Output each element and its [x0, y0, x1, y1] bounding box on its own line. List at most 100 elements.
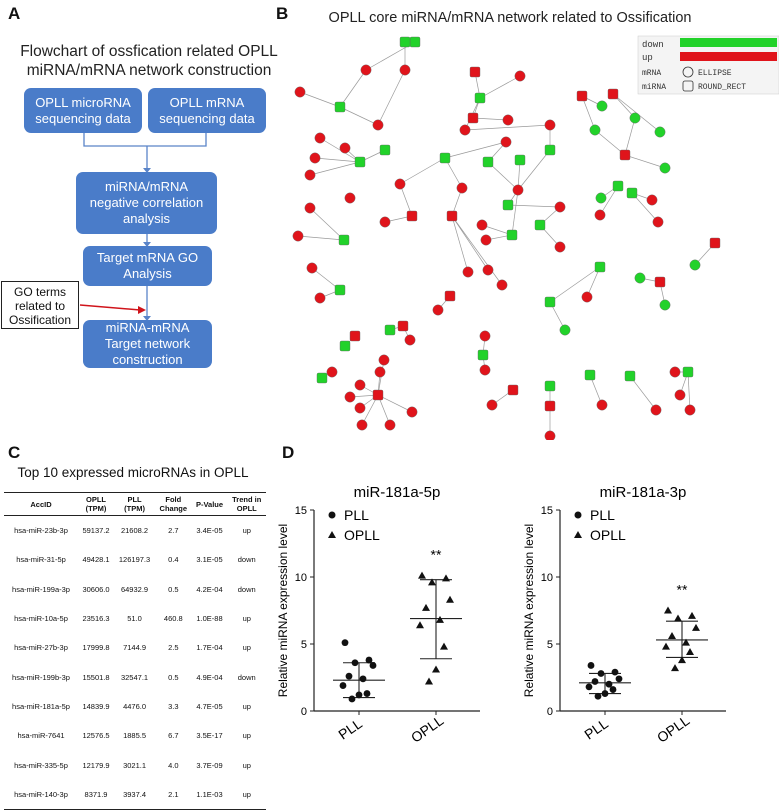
- network-mirna-node: [399, 36, 411, 48]
- y-tick-label: 5: [301, 639, 307, 651]
- network-edge: [339, 106, 379, 126]
- table-header-cell: P-Value: [191, 492, 228, 516]
- network-mirna-node: [379, 144, 391, 156]
- network-mirna-node: [612, 180, 624, 192]
- data-point: [348, 695, 356, 703]
- network-edge: [549, 266, 601, 303]
- table-cell: 0.5: [168, 672, 179, 682]
- data-point: [594, 692, 602, 700]
- network-mrna-node: [344, 391, 356, 403]
- table-cell: hsa-miR-140-3p: [4, 779, 79, 810]
- data-point: [432, 665, 440, 673]
- table-cell: down: [237, 555, 256, 565]
- network-mrna-node: [596, 399, 608, 411]
- network-mrna-node: [486, 399, 498, 411]
- table-row: hsa-miR-31-5p 49428.1 126197.3 0.4 3.1E-05 do…: [4, 545, 266, 574]
- network-edge: [399, 157, 446, 185]
- network-mirna-node: [316, 372, 328, 384]
- network-mrna-node: [432, 304, 444, 316]
- table-cell: hsa-miR-199b-3p: [12, 672, 70, 682]
- network-edge: [687, 371, 691, 411]
- table-cell: 3.7E-09: [196, 760, 223, 770]
- network-edge: [629, 375, 657, 411]
- network-mrna-node: [514, 70, 526, 82]
- table-row: hsa-miR-7641 12576.5 1885.5 6.7 3.5E-17 up: [4, 721, 266, 750]
- network-mrna-node: [554, 201, 566, 213]
- network-mirna-node: [594, 261, 606, 273]
- data-point: [615, 675, 623, 683]
- table-cell: 4.2E-04: [196, 584, 223, 594]
- x-category-label: PLL: [335, 715, 365, 743]
- network-mrna-node: [379, 216, 391, 228]
- table-cell: 7144.9: [123, 643, 147, 653]
- network-mrna-node: [304, 202, 316, 214]
- significance-marker: **: [677, 582, 688, 598]
- network-mirna-node: [584, 369, 596, 381]
- network-mrna-node: [306, 262, 318, 274]
- network-edge: [479, 75, 521, 99]
- table-header-cell: Fold Change: [155, 492, 192, 516]
- network-mirna-node: [339, 340, 351, 352]
- table-cell: down: [237, 672, 256, 682]
- network-edge: [624, 154, 666, 169]
- network-mirna-node: [439, 152, 451, 164]
- network-mrna-node: [309, 152, 321, 164]
- network-mirna-node: [349, 330, 361, 342]
- table-row: hsa-miR-181a-5p 14839.9 4476.0 3.3 4.7E-05 up: [4, 692, 266, 721]
- network-mrna-node: [384, 419, 396, 431]
- table-cell: 4.9E-04: [196, 672, 223, 682]
- table-row: hsa-miR-27b-3p 17999.8 7144.9 2.5 1.7E-04 up: [4, 633, 266, 662]
- table-row: hsa-miR-23b-3p 59137.2 21608.2 2.7 3.4E-05 up: [4, 516, 266, 546]
- flowchart-connectors: [79, 133, 207, 321]
- data-point: [686, 648, 694, 656]
- table-title: Top 10 expressed microRNAs in OPLL: [17, 465, 249, 480]
- network-mirna-node: [477, 349, 489, 361]
- network-edge: [517, 149, 551, 191]
- table-header-cell: Trend in OPLL: [227, 492, 266, 516]
- network-mrna-node: [344, 192, 356, 204]
- network-mrna-node: [629, 112, 641, 124]
- network-legend: down up mRNA ELLIPSE miRNA ROUND_RECT: [637, 35, 779, 95]
- data-point: [359, 675, 367, 683]
- go-terms-note: GO terms related to Ossification: [1, 281, 79, 329]
- network-mirna-node: [544, 400, 556, 412]
- expression-charts: miR-181a-5p Relative miRNA expression lev…: [276, 484, 726, 746]
- network-mrna-node: [634, 272, 646, 284]
- network-mirna-node: [682, 366, 694, 378]
- network-edge: [464, 124, 551, 131]
- network-title: OPLL core miRNA/mRNA network related to …: [329, 10, 692, 26]
- data-point: [601, 690, 609, 697]
- legend-mirna-label: miRNA: [642, 83, 666, 92]
- data-point: [351, 659, 359, 667]
- legend-up-swatch: [680, 52, 777, 61]
- data-point: [355, 691, 363, 699]
- network-edge: [487, 161, 519, 191]
- data-point: [436, 615, 444, 623]
- table-cell: up: [242, 731, 251, 741]
- network-edge: [314, 157, 361, 163]
- network-mrna-node: [659, 162, 671, 174]
- table-cell: down: [237, 584, 256, 594]
- network-graph: OPLL core miRNA/mRNA network related to …: [292, 10, 779, 440]
- chart-title: miR-181a-3p: [600, 484, 687, 501]
- network-edge: [377, 359, 385, 396]
- y-tick-label: 15: [541, 505, 553, 517]
- network-mirna-node: [534, 219, 546, 231]
- chart-title: miR-181a-5p: [354, 484, 441, 501]
- table-cell: 2.5: [168, 643, 179, 653]
- y-tick-label: 10: [541, 572, 553, 584]
- data-point: [682, 638, 690, 646]
- data-point: [605, 680, 613, 688]
- network-mirna-node: [544, 296, 556, 308]
- network-mrna-node: [581, 291, 593, 303]
- network-mrna-node: [326, 366, 338, 378]
- table-cell: 12576.5: [82, 731, 110, 741]
- y-tick-label: 0: [301, 706, 307, 718]
- legend-ellipse-label: ELLIPSE: [698, 69, 732, 78]
- table-cell: hsa-miR-7641: [17, 731, 65, 741]
- network-mrna-node: [512, 184, 524, 196]
- network-mrna-node: [559, 324, 571, 336]
- table-cell: 1.0E-88: [196, 614, 223, 624]
- table-row: hsa-miR-10a-5p 23516.3 51.0 460.8 1.0E-88 up: [4, 604, 266, 633]
- table-header-cell: PLL (TPM): [113, 492, 156, 516]
